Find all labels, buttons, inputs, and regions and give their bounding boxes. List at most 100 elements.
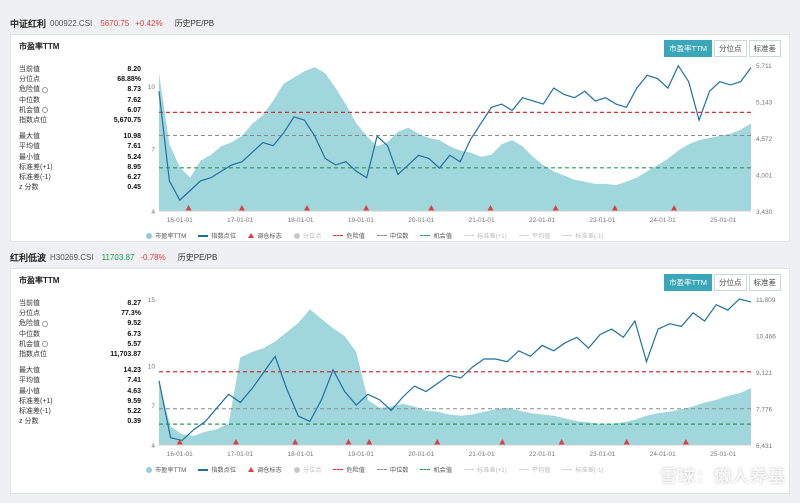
pe-tick-label: 10 xyxy=(148,84,156,91)
stat-label: 中位数 xyxy=(19,96,40,104)
info-icon[interactable] xyxy=(42,320,48,327)
legend-item[interactable]: 市盈率TTM xyxy=(146,465,186,474)
stat-row: 最小值 5.24 xyxy=(19,153,141,163)
x-tick-label: 24-01-01 xyxy=(650,217,676,224)
history-pe-pb-link[interactable]: 历史PE/PB xyxy=(177,252,218,262)
legend-item[interactable]: 市盈率TTM xyxy=(146,231,186,240)
stat-value: 6.73 xyxy=(127,330,141,338)
tab-std-dev[interactable]: 标准差 xyxy=(748,40,781,57)
legend-item[interactable]: 标准差(-1) xyxy=(562,465,604,474)
x-tick-label: 22-01-01 xyxy=(529,217,555,224)
stat-label: 最小值 xyxy=(19,153,40,161)
legend-swatch-icon xyxy=(464,235,475,236)
stat-label: 标准差(+1) xyxy=(19,163,53,171)
legend-item[interactable]: 平均值 xyxy=(518,465,551,474)
legend-swatch-icon xyxy=(464,469,475,470)
legend-item[interactable]: 指数点位 xyxy=(198,231,236,240)
x-tick-label: 17-01-01 xyxy=(227,217,253,224)
index-change: +0.42% xyxy=(135,18,163,28)
legend-label: 中位数 xyxy=(389,233,409,240)
panel-2-card: 市盈率TTM 市盈率TTM 分位点 标准差 当前值 8.27 分位点 77.3% 危险值… xyxy=(10,268,790,494)
tab-percentile[interactable]: 分位点 xyxy=(714,274,747,291)
info-icon[interactable] xyxy=(42,106,48,113)
x-tick-label: 23-01-01 xyxy=(589,217,615,224)
stat-row: 平均值 7.61 xyxy=(19,142,141,152)
stat-value: 77.3% xyxy=(121,310,141,318)
legend-swatch-icon xyxy=(376,235,387,236)
legend-item[interactable]: 指数点位 xyxy=(198,465,236,474)
legend-item[interactable]: 调仓标志 xyxy=(248,231,282,240)
pe-ttm-area xyxy=(159,309,751,445)
info-icon[interactable] xyxy=(42,86,48,93)
legend-swatch-icon xyxy=(198,468,209,471)
stat-value: 68.88% xyxy=(117,76,141,84)
rebalance-marker-icon xyxy=(487,205,494,211)
legend-item[interactable]: 机会值 xyxy=(420,231,452,240)
rebalance-marker-icon xyxy=(682,439,689,445)
stat-label: 指数点位 xyxy=(19,350,47,358)
stat-value: 8.20 xyxy=(127,66,141,73)
legend-item[interactable]: 分位点 xyxy=(293,231,321,240)
tab-std-dev[interactable]: 标准差 xyxy=(748,274,781,291)
legend-label: 机会值 xyxy=(433,467,453,474)
legend-item[interactable]: 危险值 xyxy=(333,231,365,240)
stat-value: 11,703.87 xyxy=(110,350,141,358)
pe-tick-label: 10 xyxy=(148,363,156,370)
rebalance-marker-icon xyxy=(238,205,245,211)
x-tick-label: 17-01-01 xyxy=(227,451,253,458)
history-pe-pb-link[interactable]: 历史PE/PB xyxy=(174,18,215,28)
stat-row: 机会值 5.57 xyxy=(19,340,141,350)
index-code: H30269.CSI xyxy=(50,252,94,262)
x-tick-label: 16-01-01 xyxy=(167,217,193,224)
x-tick-label: 25-01-01 xyxy=(710,217,736,224)
legend-item[interactable]: 标准差(+1) xyxy=(464,231,507,240)
pe-tick-label: 4 xyxy=(151,443,155,450)
legend-item[interactable]: 中位数 xyxy=(376,231,409,240)
stat-row: 最大值 10.98 xyxy=(19,132,141,142)
stat-value: 7.41 xyxy=(127,377,141,385)
x-tick-label: 18-01-01 xyxy=(287,451,313,458)
tab-pe-ttm[interactable]: 市盈率TTM xyxy=(664,40,712,57)
rebalance-marker-icon xyxy=(363,205,370,211)
legend-label: 危险值 xyxy=(346,233,365,240)
index-name[interactable]: 红利低波 xyxy=(10,252,47,263)
tab-pe-ttm[interactable]: 市盈率TTM xyxy=(664,274,712,291)
info-icon[interactable] xyxy=(42,340,48,347)
legend-item[interactable]: 分位点 xyxy=(293,465,321,474)
legend-item[interactable]: 调仓标志 xyxy=(248,465,282,474)
index-tick-label: 6,431 xyxy=(756,443,773,450)
legend-item[interactable]: 危险值 xyxy=(333,465,365,474)
legend-label: 平均值 xyxy=(531,467,551,474)
legend-swatch-icon xyxy=(293,232,300,239)
tab-percentile[interactable]: 分位点 xyxy=(714,40,747,57)
legend-swatch-icon xyxy=(333,235,344,236)
rebalance-marker-icon xyxy=(623,439,630,445)
stat-row: 危险值 8.73 xyxy=(19,85,141,95)
stat-value: 8.27 xyxy=(127,300,141,307)
legend-label: 机会值 xyxy=(433,233,453,240)
stat-label: 当前值 xyxy=(19,300,40,307)
metric-switch: 市盈率TTM 分位点 标准差 xyxy=(662,40,781,57)
stat-row: 分位点 68.88% xyxy=(19,75,141,85)
legend-item[interactable]: 机会值 xyxy=(420,465,452,474)
legend-item[interactable]: 标准差(+1) xyxy=(464,465,507,474)
x-tick-label: 20-01-01 xyxy=(408,217,434,224)
stat-label: 分位点 xyxy=(19,76,40,84)
legend-swatch-icon xyxy=(518,235,529,236)
chart-legend: 市盈率TTM 指数点位 调仓标志 分位点 危险值 中位数 机会值 标准差(+1) 平均值 标准差(… xyxy=(146,465,616,474)
stat-value: 14.23 xyxy=(123,367,141,375)
pe-tick-label: 4 xyxy=(151,209,155,216)
rebalance-marker-icon xyxy=(428,205,435,211)
index-name[interactable]: 中证红利 xyxy=(10,18,47,29)
stat-label: 危险值 xyxy=(19,85,48,95)
legend-item[interactable]: 平均值 xyxy=(518,231,550,240)
stat-value: 8.95 xyxy=(127,163,141,171)
legend-label: 标准差(-1) xyxy=(575,467,604,474)
legend-item[interactable]: 中位数 xyxy=(376,465,408,474)
x-tick-label: 20-01-01 xyxy=(408,451,434,458)
legend-label: 危险值 xyxy=(346,467,365,474)
legend-item[interactable]: 标准差(-1) xyxy=(562,231,604,240)
stat-label: 指数点位 xyxy=(19,116,47,124)
rebalance-marker-icon xyxy=(558,439,565,445)
stat-value: 10.98 xyxy=(123,133,141,141)
